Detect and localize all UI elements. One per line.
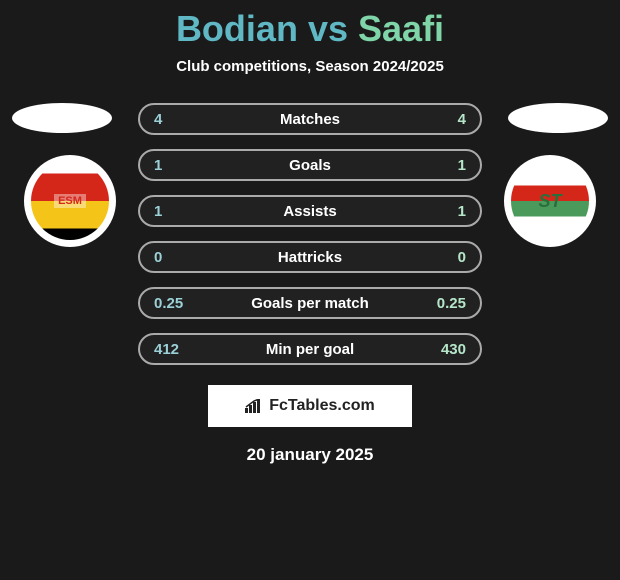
main-comparison-area: ESM ST 4 Matches 4 1 Goals 1 1 Assists 1… <box>0 103 620 365</box>
stat-row-hattricks: 0 Hattricks 0 <box>138 241 482 273</box>
stat-label: Goals <box>194 157 426 174</box>
stat-right-value: 1 <box>426 203 466 220</box>
stat-left-value: 0.25 <box>154 295 194 312</box>
stat-left-value: 1 <box>154 157 194 174</box>
stat-label: Matches <box>194 111 426 128</box>
brand-badge[interactable]: FcTables.com <box>208 385 412 427</box>
player1-name: Bodian <box>176 8 298 49</box>
team-badge-left: ESM <box>24 155 116 247</box>
brand-label: FcTables.com <box>269 397 375 415</box>
subtitle-text: Club competitions, Season 2024/2025 <box>176 58 444 75</box>
stat-right-value: 0 <box>426 249 466 266</box>
stat-label: Goals per match <box>194 295 426 312</box>
stat-right-value: 4 <box>426 111 466 128</box>
stat-label: Assists <box>194 203 426 220</box>
stat-row-matches: 4 Matches 4 <box>138 103 482 135</box>
stat-right-value: 1 <box>426 157 466 174</box>
stat-left-value: 4 <box>154 111 194 128</box>
team-badge-left-label: ESM <box>54 194 86 208</box>
stats-list: 4 Matches 4 1 Goals 1 1 Assists 1 0 Hatt… <box>138 103 482 365</box>
comparison-title: Bodian vs Saafi <box>176 8 444 50</box>
versus-text: vs <box>308 8 348 49</box>
ellipse-right-decoration <box>508 103 608 133</box>
stat-left-value: 412 <box>154 341 194 358</box>
team-badge-right-label: ST <box>538 191 561 212</box>
ellipse-left-decoration <box>12 103 112 133</box>
stat-row-goals-per-match: 0.25 Goals per match 0.25 <box>138 287 482 319</box>
team-badge-right: ST <box>504 155 596 247</box>
team-badge-left-inner: ESM <box>31 162 109 240</box>
stat-label: Min per goal <box>194 341 426 358</box>
stat-right-value: 430 <box>426 341 466 358</box>
stat-row-min-per-goal: 412 Min per goal 430 <box>138 333 482 365</box>
stat-left-value: 1 <box>154 203 194 220</box>
stat-row-goals: 1 Goals 1 <box>138 149 482 181</box>
date-text: 20 january 2025 <box>247 445 374 465</box>
chart-icon <box>245 399 263 413</box>
team-badge-right-inner: ST <box>511 162 589 240</box>
stat-label: Hattricks <box>194 249 426 266</box>
stat-right-value: 0.25 <box>426 295 466 312</box>
stat-row-assists: 1 Assists 1 <box>138 195 482 227</box>
stat-left-value: 0 <box>154 249 194 266</box>
player2-name: Saafi <box>358 8 444 49</box>
